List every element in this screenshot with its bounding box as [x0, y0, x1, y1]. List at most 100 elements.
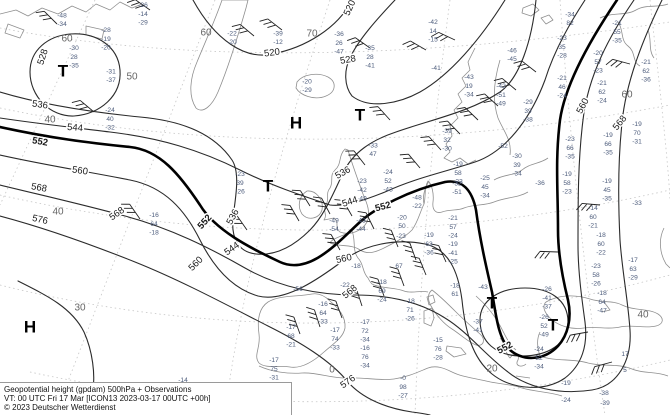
coastline [617, 21, 641, 67]
wind-barb-icon [401, 240, 417, 261]
station-value: -35 [69, 62, 79, 69]
station-value: -26 [235, 188, 245, 195]
station-value: -46 [507, 47, 517, 54]
station-value: -49 [357, 195, 367, 202]
station-value: -43 [383, 186, 393, 193]
graticule-label: 20 [486, 364, 498, 375]
contour-label: 552 [374, 200, 392, 215]
graticule-line [0, 21, 670, 54]
station-value: 57 [594, 59, 602, 66]
station-value: 60 [589, 214, 597, 221]
graticule-label: 70 [306, 29, 318, 40]
station-value: -23 [591, 263, 601, 270]
wind-barb-icon [71, 99, 95, 113]
graticule-line [224, 0, 331, 415]
wind-barb-icon [605, 58, 631, 68]
station-value: 98 [399, 384, 407, 391]
station-value: -30 [442, 145, 452, 152]
station-value: 45 [603, 187, 611, 194]
graticule-label: 40 [52, 207, 64, 218]
contour-label: 568 [107, 205, 126, 223]
station-value: -22 [596, 249, 606, 256]
station-value: -12 [273, 39, 283, 46]
station-value: -30 [69, 45, 79, 52]
station-value: -33 [318, 318, 328, 325]
coastline [515, 375, 531, 379]
station-value: -20 [227, 39, 237, 46]
station-value: 47 [369, 151, 377, 158]
station-value: -18 [149, 229, 159, 236]
station-value: -25 [480, 175, 490, 182]
station-value: 39 [524, 108, 532, 115]
station-value: -14 [178, 377, 188, 384]
coastline [601, 301, 611, 313]
station-value: 14 [429, 28, 437, 35]
isohypse [0, 215, 431, 415]
low-center-marker: T [548, 315, 559, 334]
coastline [493, 157, 549, 181]
station-value: -47 [334, 48, 344, 55]
legend-box: Geopotential height (gpdam) 500hPa + Obs… [0, 382, 292, 415]
station-value: -18 [596, 232, 606, 239]
station-value: -37 [542, 303, 552, 310]
contour-label: 560 [574, 96, 591, 115]
station-value: 39 [236, 180, 244, 187]
wind-barb-icon [334, 199, 353, 217]
station-value: 58 [592, 272, 600, 279]
station-value: 66 [604, 141, 612, 148]
wind-barb-icon [285, 314, 301, 335]
station-value: -49 [539, 331, 549, 338]
wind-barb-icon [291, 189, 311, 207]
coastline [494, 59, 511, 156]
contour-label: 528 [339, 53, 357, 67]
station-value: 19 [465, 83, 473, 90]
station-value: -34 [360, 362, 370, 369]
station-value: -19 [561, 380, 571, 387]
graticule-label: 60 [621, 90, 633, 101]
station-value: -42 [357, 187, 367, 194]
wind-barb-icon [420, 136, 442, 151]
station-value: -26 [591, 280, 601, 287]
high-center-marker: H [24, 317, 36, 336]
station-value: 64 [319, 310, 327, 317]
coastline [539, 355, 669, 377]
wind-barb-icon [456, 107, 479, 121]
station-value: -47 [597, 307, 607, 314]
station-value: -44 [356, 226, 366, 233]
station-value: 26 [335, 40, 343, 47]
station-value: 82 [566, 20, 574, 27]
station-value: 76 [434, 346, 442, 353]
wind-barb-icon [591, 361, 613, 375]
coastline [258, 365, 563, 397]
station-value: -34 [512, 170, 522, 177]
station-value: -37 [106, 77, 116, 84]
station-value: -17 [628, 257, 638, 264]
station-value: -21 [286, 341, 296, 348]
station-value: -42 [428, 19, 438, 26]
station-value: 66 [566, 145, 574, 152]
station-value: 62 [598, 89, 606, 96]
station-value: -19 [453, 161, 463, 168]
station-value: -23 [453, 178, 463, 185]
station-value: -18 [450, 282, 460, 289]
isohypse-552-bold [0, 0, 619, 360]
station-value: -24 [597, 97, 607, 104]
station-value: -31 [269, 374, 279, 381]
coastline [329, 180, 529, 254]
contour-label: 560 [187, 255, 206, 274]
coastline [190, 0, 249, 111]
label-layer: 5285365445525605685685765205205285365525… [24, 0, 649, 393]
station-value: -15 [428, 36, 438, 43]
isohypse [0, 0, 663, 393]
wind-barb-icon [35, 10, 58, 25]
wind-barb-icon [357, 210, 375, 230]
isohypse [17, 280, 95, 389]
station-value: 61 [451, 291, 459, 298]
station-value: -41 [473, 327, 483, 334]
graticule-label: 50 [126, 72, 138, 83]
station-value: 32 [443, 137, 451, 144]
coastline [256, 293, 346, 368]
station-value: -24 [377, 296, 387, 303]
station-layer: -48-34-26-14-29-28-19-20-3028-35-31-37-2… [57, 2, 651, 407]
